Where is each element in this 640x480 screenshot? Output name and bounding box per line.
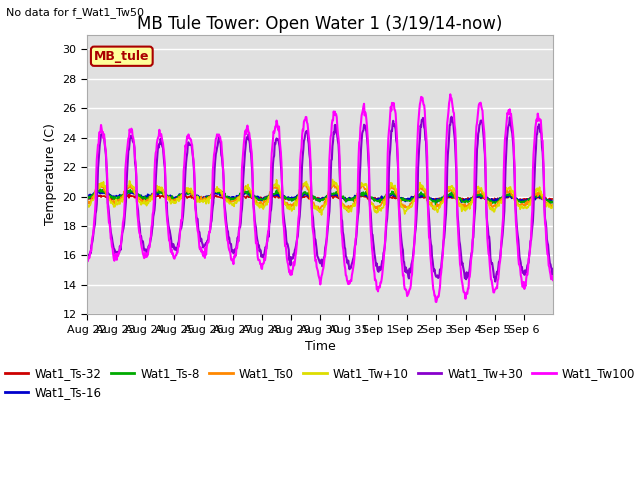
Wat1_Ts-16 [224, 195, 232, 201]
Legend: Wat1_Ts-32, Wat1_Ts-16, Wat1_Ts-8, Wat1_Ts0, Wat1_Tw+10, Wat1_Tw+30, Wat1_Tw100: Wat1_Ts-32, Wat1_Ts-16, Wat1_Ts-8, Wat1_… [0, 362, 640, 404]
Wat1_Ts0 [549, 202, 557, 207]
Wat1_Ts-32 [224, 195, 232, 201]
Wat1_Tw+30 [549, 267, 557, 273]
Wat1_Ts-16 [265, 193, 273, 199]
Line: Wat1_Tw+30: Wat1_Tw+30 [87, 117, 553, 282]
Wat1_Tw+30 [138, 238, 145, 244]
Y-axis label: Temperature (C): Temperature (C) [44, 123, 57, 226]
Wat1_Ts-32 [138, 196, 146, 202]
Wat1_Tw100 [549, 277, 557, 283]
Wat1_Tw+10 [246, 187, 254, 193]
Wat1_Tw+30 [492, 279, 499, 285]
Wat1_Ts-32 [265, 193, 273, 199]
Wat1_Ts-32 [125, 192, 133, 197]
Wat1_Tw+10 [369, 202, 376, 207]
Line: Wat1_Ts-32: Wat1_Ts-32 [87, 194, 553, 202]
Wat1_Ts-8 [432, 202, 440, 208]
Wat1_Tw100 [264, 228, 272, 234]
Wat1_Tw100 [433, 299, 440, 305]
Wat1_Tw100 [83, 254, 91, 260]
Wat1_Ts0 [264, 196, 272, 202]
Wat1_Ts0 [330, 179, 338, 184]
Wat1_Tw+10 [549, 202, 557, 208]
Wat1_Tw+30 [447, 114, 455, 120]
Wat1_Ts-16 [368, 195, 376, 201]
Wat1_Ts-8 [265, 193, 273, 199]
Wat1_Ts0 [246, 189, 254, 195]
Wat1_Tw100 [223, 238, 231, 243]
Wat1_Ts-32 [83, 196, 91, 202]
Line: Wat1_Ts0: Wat1_Ts0 [87, 181, 553, 211]
Wat1_Ts0 [374, 208, 382, 214]
Wat1_Ts-16 [394, 193, 402, 199]
Wat1_Ts-8 [368, 194, 376, 200]
Wat1_Tw+30 [223, 228, 231, 234]
Wat1_Tw+10 [223, 197, 231, 203]
Wat1_Ts-8 [83, 196, 91, 202]
Wat1_Ts-16 [247, 191, 255, 196]
Title: MB Tule Tower: Open Water 1 (3/19/14-now): MB Tule Tower: Open Water 1 (3/19/14-now… [138, 15, 502, 33]
Wat1_Ts-16 [138, 194, 145, 200]
Wat1_Ts-8 [394, 194, 402, 200]
Wat1_Tw+30 [367, 221, 375, 227]
Wat1_Ts-16 [548, 200, 556, 205]
Wat1_Ts-16 [83, 194, 91, 200]
Wat1_Ts0 [368, 200, 376, 206]
Wat1_Tw+10 [395, 198, 403, 204]
Wat1_Ts-32 [247, 194, 255, 200]
Wat1_Tw+10 [83, 204, 91, 209]
Wat1_Tw+30 [83, 255, 91, 261]
Wat1_Ts0 [223, 196, 231, 202]
Text: No data for f_Wat1_Tw50: No data for f_Wat1_Tw50 [6, 7, 145, 18]
Wat1_Tw100 [447, 92, 454, 97]
Wat1_Ts-16 [549, 198, 557, 204]
Wat1_Ts-32 [549, 196, 557, 202]
Wat1_Tw100 [138, 244, 145, 250]
Wat1_Ts-32 [394, 194, 402, 200]
Wat1_Tw+10 [328, 177, 336, 182]
Wat1_Tw+10 [138, 199, 145, 205]
Wat1_Ts-8 [96, 186, 104, 192]
Wat1_Ts0 [395, 198, 403, 204]
Text: MB_tule: MB_tule [94, 50, 150, 63]
Line: Wat1_Tw100: Wat1_Tw100 [87, 95, 553, 302]
Wat1_Ts-8 [549, 200, 557, 205]
Wat1_Ts0 [138, 198, 145, 204]
Wat1_Ts-16 [159, 188, 167, 193]
Wat1_Tw+30 [394, 153, 401, 159]
Wat1_Ts-8 [247, 192, 255, 197]
Wat1_Ts-32 [515, 199, 522, 204]
Wat1_Tw100 [246, 137, 254, 143]
Line: Wat1_Tw+10: Wat1_Tw+10 [87, 180, 553, 215]
Wat1_Tw+10 [317, 212, 325, 218]
Wat1_Ts-32 [368, 195, 376, 201]
Wat1_Tw+30 [246, 149, 254, 155]
Wat1_Ts-8 [224, 197, 232, 203]
Line: Wat1_Ts-16: Wat1_Ts-16 [87, 191, 553, 203]
Wat1_Tw+10 [264, 199, 272, 205]
Wat1_Tw+30 [264, 230, 272, 236]
Wat1_Ts0 [83, 201, 91, 207]
Line: Wat1_Ts-8: Wat1_Ts-8 [87, 189, 553, 205]
Wat1_Tw100 [394, 145, 401, 151]
Wat1_Ts-8 [138, 194, 146, 200]
X-axis label: Time: Time [305, 340, 335, 353]
Wat1_Tw100 [367, 235, 375, 241]
